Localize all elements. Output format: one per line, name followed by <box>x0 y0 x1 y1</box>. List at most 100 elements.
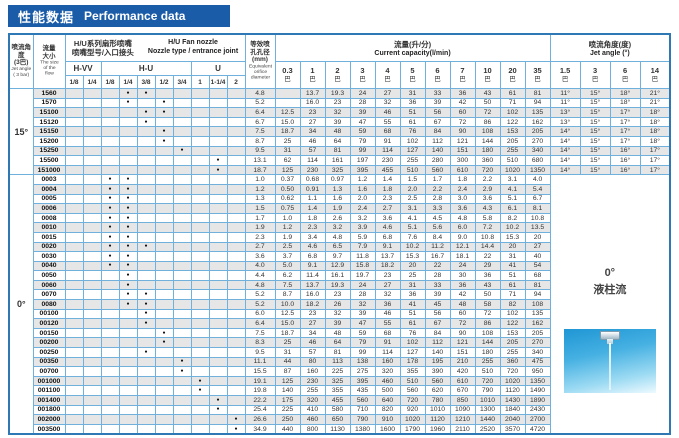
flow-cell: 68 <box>374 126 401 137</box>
flow-cell: 94 <box>524 289 551 301</box>
orifice-cell: 19.8 <box>244 385 276 396</box>
flow-cell: 205 <box>499 135 526 147</box>
joint-empty-cell <box>64 135 84 147</box>
joint-dot-icon: ● <box>172 356 192 368</box>
flow-cell: 39 <box>424 289 451 301</box>
joint-empty-cell <box>100 395 120 406</box>
flow-cell: 26 <box>324 299 351 310</box>
jet-angle-cell: 18° <box>609 88 641 99</box>
joint-empty-cell <box>154 289 174 301</box>
model-cell: 0080 <box>32 299 66 310</box>
flow-cell: 23 <box>299 107 326 118</box>
flow-cell: 153 <box>499 327 526 339</box>
flow-cell: 79 <box>349 135 376 147</box>
header-flow-size-zh: 流量 大小 <box>42 45 56 60</box>
header-series-hvv: H-VV <box>64 61 102 76</box>
joint-empty-cell <box>100 366 120 377</box>
group-angle-label: 0° <box>8 174 34 435</box>
angle-pressure-value: 1.5 <box>559 65 571 75</box>
joint-size-header: 1/8 <box>100 75 120 89</box>
joint-empty-cell <box>172 260 192 272</box>
joint-empty-cell <box>100 155 120 166</box>
joint-empty-cell <box>154 164 174 176</box>
joint-empty-cell <box>226 251 246 262</box>
flow-cell: 1300 <box>474 404 501 416</box>
flow-cell: 57 <box>299 347 326 358</box>
flow-cell: 560 <box>424 164 451 176</box>
flow-cell: 0.91 <box>299 183 326 195</box>
table-row: 0050 ● 4.4 6.2 11.4 16.1 19.7 23 25 28 30 36 51 68 <box>9 270 670 281</box>
joint-dot-icon: ● <box>100 193 120 205</box>
pressure-unit: 巴 <box>284 75 291 83</box>
joint-empty-cell <box>64 366 84 377</box>
joint-empty-cell <box>100 375 120 387</box>
joint-dot-icon: ● <box>118 241 138 253</box>
flow-cell: 1.9 <box>274 231 301 243</box>
joint-empty-cell <box>190 241 210 253</box>
joint-empty-cell <box>82 193 102 205</box>
joint-empty-cell <box>190 212 210 224</box>
joint-dot-icon: ● <box>136 107 156 118</box>
flow-cell: 710 <box>349 404 376 416</box>
flow-cell: 23 <box>324 289 351 301</box>
table-row: 001800 ● 25.4 225 410 580 710 820 920 1010 1090 130… <box>9 404 670 416</box>
table-row: 00120 ● 6.4 15.0 27 39 47 55 61 67 72 86 122 162 <box>9 318 670 329</box>
flow-cell: 31 <box>499 251 526 262</box>
joint-empty-cell <box>154 260 174 272</box>
flow-cell: 59 <box>349 327 376 339</box>
joint-empty-cell <box>136 260 156 272</box>
joint-empty-cell <box>190 308 210 320</box>
flow-cell: 32 <box>324 308 351 320</box>
joint-empty-cell <box>64 126 84 137</box>
joint-empty-cell <box>136 337 156 349</box>
orifice-cell: 1.5 <box>244 203 276 214</box>
angle-pressure-value: 6 <box>622 65 628 75</box>
flow-cell: 161 <box>324 155 351 166</box>
pressure-unit: 巴 <box>534 75 541 83</box>
joint-empty-cell <box>172 126 192 137</box>
joint-empty-cell <box>190 366 210 377</box>
joint-empty-cell <box>118 318 138 329</box>
flow-cell: 2.0 <box>349 193 376 205</box>
joint-empty-cell <box>208 251 228 262</box>
flow-cell: 10.2 <box>499 222 526 233</box>
flow-cell: 86 <box>474 318 501 329</box>
flow-cell: 197 <box>349 155 376 166</box>
model-cell: 00200 <box>32 337 66 349</box>
flow-cell: 16.0 <box>299 97 326 109</box>
model-cell: 001000 <box>32 375 66 387</box>
flow-cell: 18.7 <box>274 126 301 137</box>
jet-angle-cell: 15° <box>579 155 611 166</box>
flow-cell: 62 <box>274 155 301 166</box>
flow-cell: 31 <box>274 347 301 358</box>
joint-empty-cell <box>208 308 228 320</box>
flow-cell: 9.7 <box>324 251 351 262</box>
joint-empty-cell <box>100 289 120 301</box>
joint-dot-icon: ● <box>118 289 138 301</box>
flow-cell: 102 <box>399 337 426 349</box>
joint-empty-cell <box>118 423 138 435</box>
orifice-cell: 8.3 <box>244 337 276 349</box>
flow-cell: 9.1 <box>299 260 326 272</box>
flow-cell: 50 <box>474 97 501 109</box>
flow-cell: 2.5 <box>399 193 426 205</box>
joint-empty-cell <box>226 385 246 396</box>
flow-cell: 6.5 <box>324 241 351 253</box>
orifice-cell: 8.7 <box>244 135 276 147</box>
flow-cell: 15.3 <box>499 231 526 243</box>
joint-dot-icon: ● <box>100 212 120 224</box>
flow-cell: 8.2 <box>499 212 526 224</box>
jet-angle-cell: 16° <box>609 145 641 157</box>
joint-empty-cell <box>136 212 156 224</box>
joint-dot-icon: ● <box>118 212 138 224</box>
flow-cell: 6.1 <box>499 203 526 214</box>
joint-empty-cell <box>226 260 246 272</box>
flow-cell: 680 <box>524 155 551 166</box>
orifice-cell: 4.0 <box>244 260 276 272</box>
joint-empty-cell <box>100 279 120 291</box>
flow-cell: 7.6 <box>399 231 426 243</box>
flow-cell: 15.3 <box>399 251 426 262</box>
joint-empty-cell <box>64 193 84 205</box>
flow-cell: 4.8 <box>324 231 351 243</box>
